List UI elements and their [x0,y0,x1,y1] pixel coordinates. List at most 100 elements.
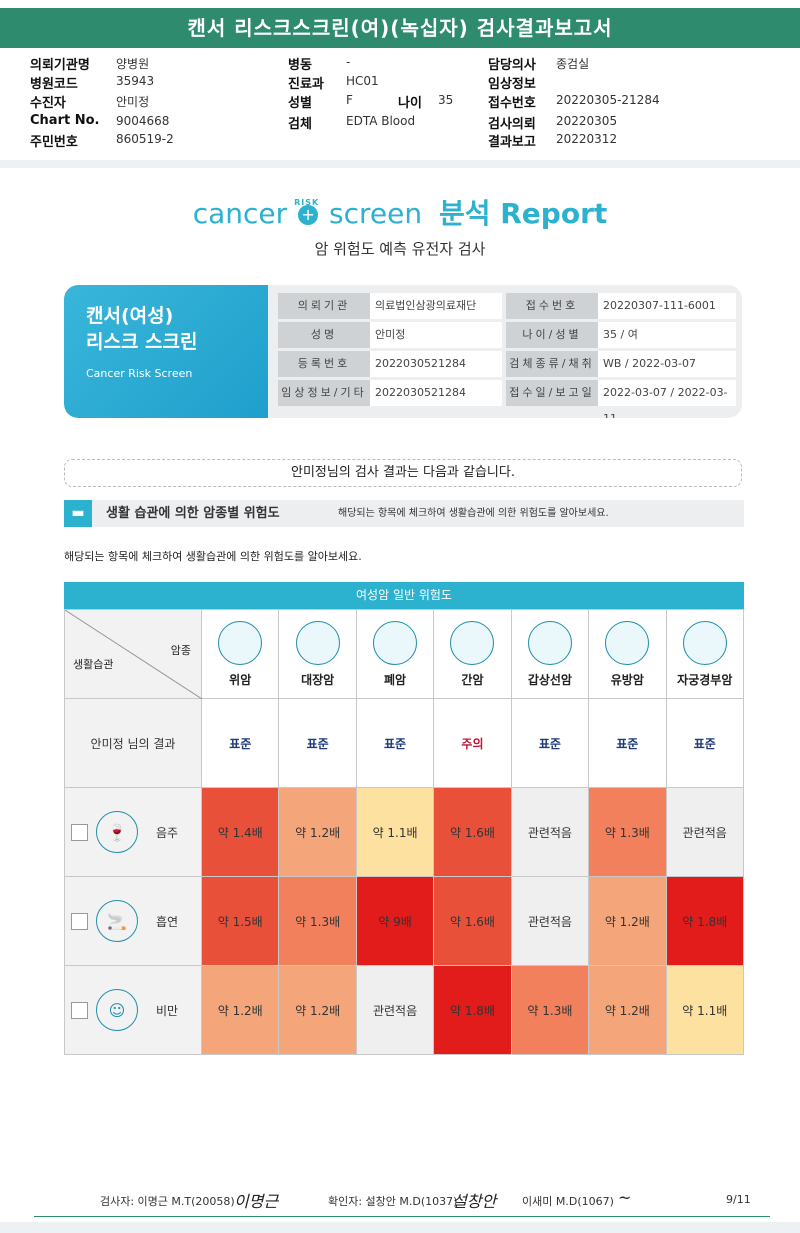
header-value: 안미정 [116,95,150,109]
cancer-name: 폐암 [384,672,407,687]
habit-label-cell: ☺ 비만 [64,965,202,1055]
habit-checkbox[interactable] [71,1001,88,1019]
risk-cell: 약 1.3배 [278,876,357,966]
info-value: 2022030521284 [370,351,502,377]
risk-cell: 약 1.4배 [200,787,280,877]
info-value: 의료법인삼광의료재단 [370,293,502,319]
obesity-icon: ☺ [96,989,138,1031]
header-label: 검체 [288,117,312,132]
age-label: 나이 [398,96,422,111]
header-label: 성별 [288,96,312,111]
section-description: 해당되는 항목에 체크하여 생활습관에 의한 위험도를 알아보세요. [338,508,609,519]
smoking-icon: 🚬 [96,900,138,942]
logo-risk-text: RISK [294,198,320,207]
header-value: 20220305-21284 [556,93,660,107]
organ-icon [450,620,495,665]
habit-label-cell: 🍷 음주 [64,787,202,877]
bottom-strip [0,1222,800,1233]
header-value: 양병원 [116,57,150,71]
info-key: 임상정보/기타 [278,380,370,406]
info-value: 안미정 [370,322,502,348]
header-label: 임상정보 [488,77,536,92]
info-value: 2022030521284 [370,380,502,406]
info-value: 2022-03-07 / 2022-03-11 [598,380,736,418]
risk-cell: 약 1.6배 [433,876,512,966]
info-key: 나이/성별 [506,322,598,348]
footer-line [34,1216,770,1217]
risk-cell: 약 1.8배 [433,965,512,1055]
cancer-header: 간암 [433,609,512,699]
habit-label-cell: 🚬 흡연 [64,876,202,966]
result-cell: 표준 [510,698,590,788]
header-value: 종검실 [556,57,590,71]
risk-cell: 약 1.2배 [278,787,357,877]
header-label: Chart No. [30,113,100,128]
organ-icon [295,620,340,665]
cancer-name: 대장암 [301,672,335,687]
card-title-en: Cancer Risk Screen [86,367,193,380]
cancer-header: 유방암 [588,609,667,699]
risk-cell: 관련적음 [510,876,590,966]
footer: 검사자: 이명근 M.T(20058) 이명근 확인자: 설창안 M.D(103… [0,1188,800,1214]
info-key: 검체종류/채취일 [506,351,598,396]
patient-header: 의뢰기관명 양병원 병원코드 35943 수진자 안미정 Chart No. 9004668 주… [0,54,800,154]
info-value: 20220307-111-6001 [598,293,736,319]
cancer-header: 위암 [200,609,280,699]
card-title-2: 리스크 스크린 [86,331,198,353]
risk-cell: 약 1.2배 [278,965,357,1055]
cancer-header: 자궁경부암 [665,609,745,699]
risk-cell: 약 1.1배 [665,965,745,1055]
info-value: 35 / 여 [598,322,736,348]
tester-label: 검사자: 이명근 M.T(20058) [100,1195,235,1208]
habit-checkbox[interactable] [71,823,88,841]
info-key: 등록번호 [278,351,370,377]
header-value: 20220305 [556,114,618,128]
organ-icon [527,620,572,665]
risk-cell: 약 1.8배 [665,876,745,966]
header-label: 의뢰기관명 [30,58,90,73]
organ-icon [605,620,650,665]
organ-icon [682,620,727,665]
plus-icon: + RISK [294,198,318,225]
report-subtitle: 암 위험도 예측 유전자 검사 [314,240,486,258]
risk-cell: 약 9배 [355,876,435,966]
header-value: EDTA Blood [346,114,416,128]
cancer-screen-logo: cancer + RISK screen 분석 Report [0,192,800,232]
age-value: 35 [438,93,454,107]
result-greeting: 안미정님의 검사 결과는 다음과 같습니다. [64,459,742,487]
result-cell: 표준 [588,698,667,788]
habit-name: 음주 [156,825,179,840]
header-label: 주민번호 [30,135,78,150]
page-number: 9/11 [726,1193,751,1206]
risk-cell: 약 1.2배 [588,876,667,966]
risk-cell: 약 1.1배 [355,787,435,877]
section-bar: ▬ 생활 습관에 의한 암종별 위험도 해당되는 항목에 체크하여 생활습관에 … [64,500,744,527]
risk-table: 여성암 일반 위험도 암종 생활습관 위암 대장암 폐암 간암 갑상선암 유방암 자궁경부암 안미… [64,582,745,1055]
cancer-header: 갑상선암 [510,609,590,699]
risk-cell: 관련적음 [665,787,745,877]
result-cell: 주의 [433,698,512,788]
info-key: 의뢰기관 [278,293,370,319]
bed-icon: ▬ [64,500,92,527]
header-label: 진료과 [288,77,324,92]
card-title-1: 캔서(여성) [86,305,174,327]
risk-cell: 약 1.2배 [200,965,280,1055]
cancer-header: 대장암 [278,609,357,699]
organ-icon [218,620,263,665]
risk-cell: 관련적음 [355,965,435,1055]
risk-cell: 약 1.3배 [588,787,667,877]
logo-cancer-text: cancer [192,197,288,230]
header-value: HC01 [346,74,379,88]
cancer-name: 위암 [229,672,252,687]
instruction-note: 해당되는 항목에 체크하여 생활습관에 의한 위험도를 알아보세요. [64,550,362,563]
logo-screen-text: screen [328,197,423,230]
habit-checkbox[interactable] [71,912,88,930]
header-value: F [346,93,353,107]
cancer-name: 유방암 [610,672,644,687]
info-key: 접수번호 [506,293,598,319]
alcohol-icon: 🍷 [96,811,138,853]
result-cell: 표준 [278,698,357,788]
header-label: 수진자 [30,96,66,111]
header-label: 병동 [288,58,312,73]
logo-report-text: 분석 Report [438,197,608,230]
